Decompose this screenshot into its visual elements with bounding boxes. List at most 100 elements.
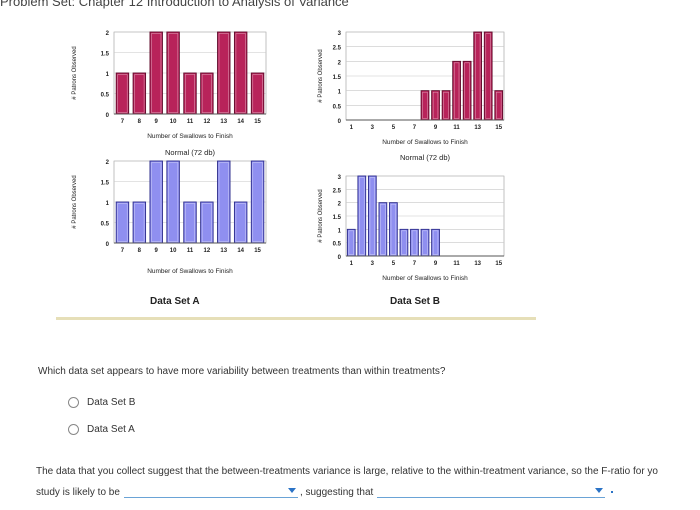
- y-tick-label: 0: [106, 113, 110, 119]
- data-set-a-label: Data Set A: [150, 296, 200, 307]
- chart-b-normal: 0 0.5 1 1.5 2 2.5 3 # Patrons Observed 1 3 5 7 9 11 13…: [312, 22, 512, 167]
- y-tick-label: 1: [106, 72, 110, 78]
- bar: [441, 90, 451, 121]
- f-ratio-dropdown[interactable]: [123, 486, 298, 498]
- bar: [431, 228, 440, 257]
- x-tick-label: 1: [350, 125, 354, 131]
- x-tick-label: 1: [350, 261, 354, 267]
- bar: [166, 160, 180, 244]
- x-tick-label: 7: [413, 125, 417, 131]
- y-tick-label: 1: [338, 228, 342, 234]
- bar: [200, 201, 214, 244]
- bar-highlight: [453, 62, 460, 119]
- bar-highlight: [117, 74, 128, 113]
- option-data-set-b[interactable]: Data Set B: [68, 397, 135, 408]
- chart-title: Normal (72 db): [165, 148, 216, 157]
- page-title: Problem Set: Chapter 12 Introduction to …: [0, 0, 349, 9]
- x-tick-label: 9: [155, 119, 159, 125]
- x-tick-label: 15: [495, 125, 502, 131]
- x-tick-label: 11: [453, 125, 460, 131]
- x-tick-label: 10: [170, 248, 177, 254]
- bar: [115, 201, 130, 244]
- bar: [389, 202, 398, 257]
- x-axis-label: Number of Swallows to Finish: [382, 275, 468, 282]
- x-tick-label: 13: [474, 261, 481, 267]
- bar: [452, 60, 461, 121]
- bar-highlight: [168, 162, 179, 242]
- x-tick-label: 11: [453, 261, 460, 267]
- x-tick-label: 13: [220, 248, 227, 254]
- bar-highlight: [151, 162, 162, 242]
- bar-highlight: [475, 33, 481, 119]
- x-tick-label: 15: [254, 248, 261, 254]
- bar: [462, 60, 472, 121]
- y-tick-label: 1.5: [333, 75, 342, 81]
- bar: [183, 201, 197, 244]
- bar: [200, 72, 214, 115]
- bar: [346, 228, 356, 257]
- x-axis-label: Number of Swallows to Finish: [147, 133, 233, 140]
- y-tick-label: 2: [338, 202, 342, 208]
- radio-data-set-a[interactable]: [68, 424, 79, 435]
- y-tick-label: 0: [338, 255, 342, 261]
- y-tick-label: 0: [338, 119, 342, 125]
- option-label-b: Data Set B: [87, 397, 136, 408]
- option-data-set-a[interactable]: Data Set A: [68, 424, 135, 435]
- bar-highlight: [422, 91, 428, 119]
- y-tick-label: 1.5: [333, 215, 342, 221]
- statement-line-1: The data that you collect suggest that t…: [36, 466, 658, 477]
- y-axis-label: # Patrons Observed: [318, 189, 324, 242]
- bar: [494, 90, 504, 121]
- bar-highlight: [117, 203, 128, 242]
- chevron-down-icon: [287, 488, 296, 493]
- bar: [250, 160, 265, 244]
- bar: [132, 72, 147, 115]
- y-tick-label: 1: [106, 201, 110, 207]
- y-tick-label: 2: [338, 60, 342, 66]
- end-mark: [611, 491, 614, 493]
- chart-title: Normal (72 db): [400, 153, 451, 162]
- conclusion-dropdown[interactable]: [377, 486, 606, 498]
- y-tick-label: 3: [338, 175, 342, 181]
- bar: [217, 160, 231, 244]
- bar: [420, 90, 430, 121]
- bar-highlight: [235, 33, 246, 113]
- bar-highlight: [348, 230, 354, 255]
- bar: [183, 72, 197, 115]
- bar-highlight: [369, 177, 375, 255]
- statement-line-2: study is likely to be , suggesting that: [36, 486, 614, 498]
- x-tick-label: 11: [187, 248, 194, 254]
- chart-a-loud: 0 0.5 1 1.5 2 # Patrons Observed 7 8 9 10 11 12 13 14…: [66, 153, 276, 283]
- bar-highlight: [485, 33, 491, 119]
- x-tick-label: 14: [237, 248, 244, 254]
- bar-highlight: [201, 74, 212, 113]
- bar-highlight: [218, 162, 229, 242]
- bar-highlight: [235, 203, 246, 242]
- x-tick-label: 13: [220, 119, 227, 125]
- bar: [149, 31, 163, 115]
- x-tick-label: 7: [121, 119, 125, 125]
- bar-highlight: [432, 230, 439, 255]
- bar-highlight: [185, 74, 195, 113]
- bar: [420, 228, 430, 257]
- bar: [431, 90, 440, 121]
- x-tick-label: 3: [371, 125, 375, 131]
- bar: [410, 228, 419, 257]
- y-axis-label: # Patrons Observed: [72, 175, 78, 228]
- x-tick-label: 13: [474, 125, 481, 131]
- bar: [233, 31, 248, 115]
- bar: [367, 175, 377, 257]
- x-tick-label: 8: [138, 248, 142, 254]
- question-text: Which data set appears to have more vari…: [38, 366, 446, 377]
- radio-data-set-b[interactable]: [68, 397, 79, 408]
- bar-highlight: [185, 203, 195, 242]
- chevron-down-icon: [595, 488, 604, 493]
- x-tick-label: 9: [434, 125, 438, 131]
- x-tick-label: 3: [371, 261, 375, 267]
- y-tick-label: 0.5: [333, 242, 342, 248]
- bar: [473, 31, 483, 121]
- y-tick-label: 0.5: [101, 93, 110, 99]
- statement-middle: , suggesting that: [299, 486, 374, 498]
- bar: [233, 201, 248, 244]
- y-tick-label: 2.5: [333, 188, 342, 194]
